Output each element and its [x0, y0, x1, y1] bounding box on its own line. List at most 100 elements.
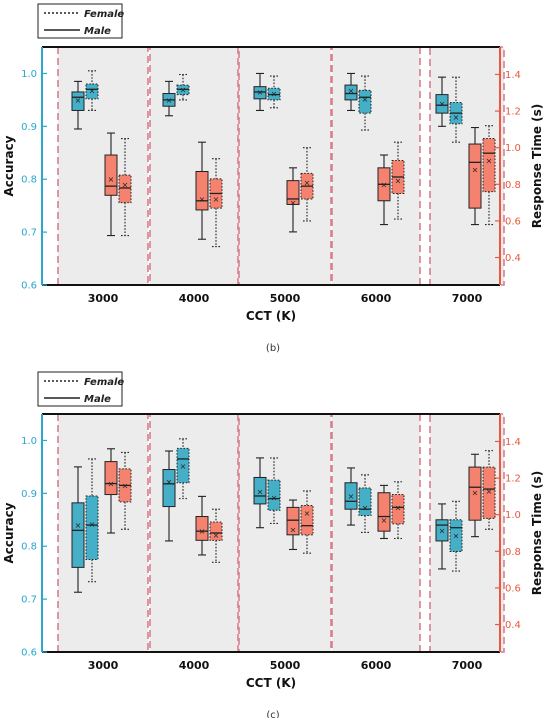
box-body: [482, 138, 496, 193]
right-tick-label: 1.2: [505, 474, 521, 485]
mean-marker: ×: [453, 532, 460, 541]
mean-marker: ×: [257, 488, 264, 497]
box-accuracy-female-6000: ×: [358, 75, 372, 131]
box-accuracy-male-6000: ×: [344, 467, 358, 526]
mean-marker: ×: [122, 481, 129, 490]
mean-marker: ×: [180, 85, 187, 94]
box-accuracy-female-3000: ×: [85, 458, 99, 583]
box-accuracy-female-5000: ×: [267, 75, 281, 109]
box-body: [253, 86, 267, 100]
group-panel-5000: [238, 46, 332, 286]
mean-marker: ×: [122, 180, 129, 189]
left-tick-label: 0.9: [21, 489, 37, 500]
box-response-female-5000: ×: [300, 490, 314, 554]
mean-marker: ×: [381, 180, 388, 189]
box-body: [377, 492, 391, 532]
box-body: [195, 516, 209, 541]
box-accuracy-female-4000: ×: [176, 73, 190, 101]
box-body: [267, 479, 281, 511]
mean-marker: ×: [439, 100, 446, 109]
right-tick-label: 1.4: [505, 437, 521, 448]
legend-male-label: Male: [84, 394, 111, 405]
group-panel-3000: [57, 46, 149, 286]
box-body: [468, 143, 482, 209]
box-body: [85, 83, 99, 100]
box-response-male-3000: ×: [104, 448, 118, 534]
box-body: [162, 469, 176, 508]
box-body: [391, 494, 405, 525]
group-panel-4000: [149, 413, 239, 653]
mean-marker: ×: [290, 525, 297, 534]
right-tick-label: 0.8: [505, 547, 521, 558]
box-body: [104, 154, 118, 196]
box-body: [482, 466, 496, 519]
box-response-male-7000: ×: [468, 127, 482, 226]
box-body: [344, 84, 358, 101]
box-body: [358, 89, 372, 114]
box-response-female-4000: ×: [209, 508, 223, 563]
mean-marker: ×: [89, 520, 96, 529]
box-accuracy-male-5000: ×: [253, 72, 267, 112]
right-tick-label: 1.0: [505, 143, 521, 154]
panel-caption: (c): [266, 710, 279, 718]
group-panel-6000: [331, 46, 421, 286]
box-body: [85, 495, 99, 560]
box-response-female-5000: ×: [300, 147, 314, 222]
mean-marker: ×: [304, 178, 311, 187]
box-response-male-4000: ×: [195, 141, 209, 240]
legend-male-label: Male: [84, 26, 111, 37]
left-tick-label: 0.9: [21, 122, 37, 133]
mean-marker: ×: [271, 90, 278, 99]
mean-marker: ×: [271, 494, 278, 503]
box-accuracy-male-4000: ×: [162, 80, 176, 117]
box-accuracy-female-3000: ×: [85, 70, 99, 112]
mean-marker: ×: [348, 86, 355, 95]
box-accuracy-male-7000: ×: [435, 503, 449, 570]
mean-marker: ×: [486, 487, 493, 496]
chart-panel-c: Female Male 0.6 0.7 0.8 0.9 1.0 0.4 0.6 0.8 1.0 1.2…: [2, 371, 544, 718]
mean-marker: ×: [362, 95, 369, 104]
box-body: [71, 91, 85, 111]
x-tick-label: 4000: [179, 659, 210, 672]
legend-box: [37, 371, 123, 407]
box-body: [435, 94, 449, 114]
box-response-male-6000: ×: [377, 154, 391, 226]
mean-marker: ×: [472, 166, 479, 175]
mean-marker: ×: [395, 503, 402, 512]
mean-marker: ×: [213, 195, 220, 204]
mean-marker: ×: [348, 492, 355, 501]
box-accuracy-male-4000: ×: [162, 450, 176, 542]
box-response-male-7000: ×: [468, 453, 482, 538]
box-accuracy-female-7000: ×: [449, 76, 463, 143]
left-tick-label: 1.0: [21, 69, 37, 80]
box-accuracy-male-6000: ×: [344, 72, 358, 112]
mean-marker: ×: [486, 157, 493, 166]
box-accuracy-female-7000: ×: [449, 500, 463, 572]
box-response-female-6000: ×: [391, 481, 405, 540]
mean-marker: ×: [213, 531, 220, 540]
mean-marker: ×: [89, 86, 96, 95]
mean-marker: ×: [199, 527, 206, 536]
x-axis-title: CCT (K): [246, 676, 296, 690]
x-tick-label: 5000: [270, 659, 301, 672]
box-body: [118, 174, 132, 204]
box-response-male-4000: ×: [195, 495, 209, 556]
right-tick-label: 0.8: [505, 180, 521, 191]
box-body: [209, 521, 223, 541]
left-tick-label: 0.8: [21, 175, 37, 186]
mean-marker: ×: [75, 96, 82, 105]
legend: Female Male: [37, 371, 124, 407]
x-tick-label: 3000: [88, 292, 119, 305]
panel-caption: (b): [266, 343, 280, 354]
box-response-female-3000: ×: [118, 137, 132, 237]
legend-box: [37, 3, 123, 39]
mean-marker: ×: [439, 526, 446, 535]
mean-marker: ×: [381, 516, 388, 525]
mean-marker: ×: [472, 489, 479, 498]
mean-marker: ×: [75, 521, 82, 530]
box-accuracy-male-3000: ×: [71, 466, 85, 593]
box-body: [344, 482, 358, 510]
right-tick-label: 1.4: [505, 70, 521, 81]
x-axis-title: CCT (K): [246, 309, 296, 323]
